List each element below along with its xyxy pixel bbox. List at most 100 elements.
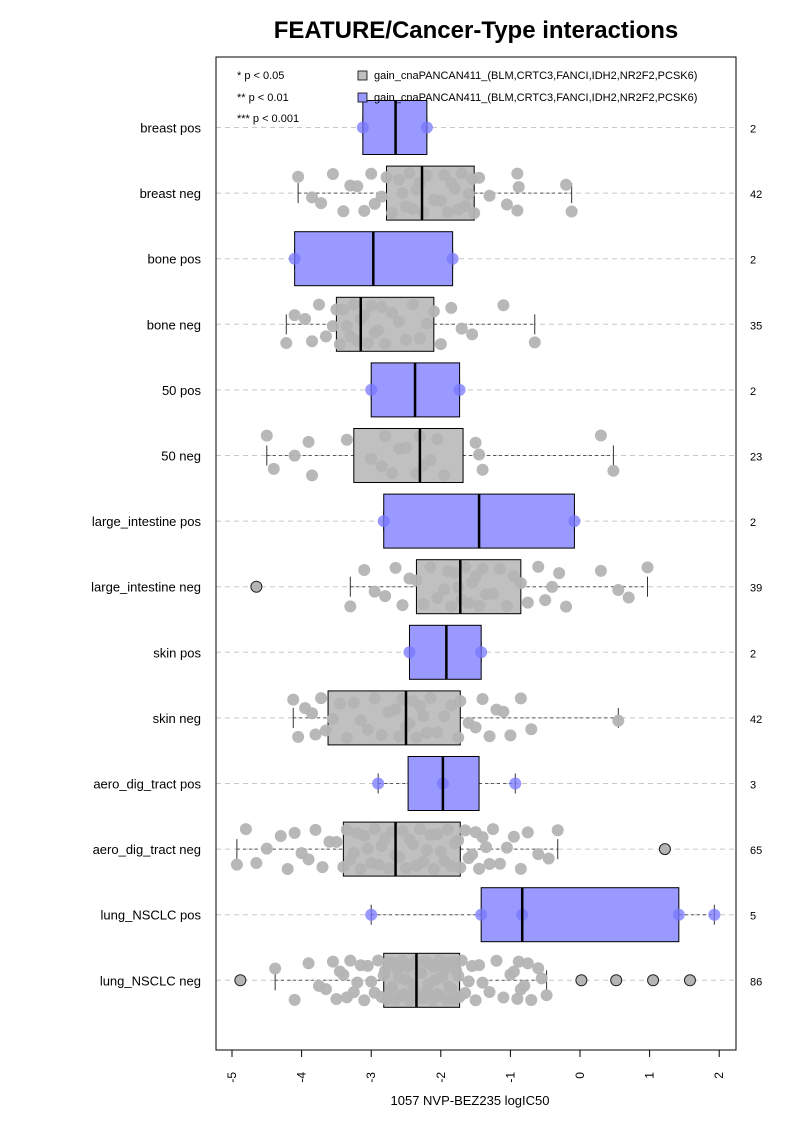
data-point xyxy=(315,692,328,705)
data-point xyxy=(375,190,388,203)
data-point xyxy=(306,707,319,720)
group-count: 35 xyxy=(750,320,762,332)
data-point xyxy=(356,121,369,134)
data-point xyxy=(396,824,409,837)
data-point xyxy=(487,587,499,600)
data-point xyxy=(518,979,531,992)
data-point xyxy=(340,823,353,836)
data-point xyxy=(459,560,472,573)
data-point xyxy=(337,968,350,981)
group-label: skin neg xyxy=(153,711,201,726)
sig-legend-3: *** p < 0.001 xyxy=(237,113,299,125)
data-point xyxy=(453,383,466,396)
data-point xyxy=(483,189,496,202)
data-point xyxy=(333,338,346,351)
data-point xyxy=(287,693,300,706)
data-point xyxy=(511,992,524,1005)
group-label: breast pos xyxy=(140,121,201,136)
data-point xyxy=(375,300,388,313)
data-point xyxy=(372,324,385,337)
data-point xyxy=(483,985,496,998)
data-point xyxy=(487,823,499,836)
data-point xyxy=(267,462,280,475)
data-point xyxy=(475,646,488,659)
data-point xyxy=(389,703,402,716)
data-point xyxy=(403,646,416,659)
data-point xyxy=(560,178,573,191)
data-point xyxy=(288,309,301,322)
data-point xyxy=(347,986,360,999)
data-point xyxy=(393,173,406,186)
data-point xyxy=(445,301,458,314)
x-axis-label: 1057 NVP-BEZ235 logIC50 xyxy=(391,1093,550,1108)
x-tick-label: 0 xyxy=(573,1072,587,1079)
data-point xyxy=(340,433,353,446)
group-count: 23 xyxy=(750,452,762,464)
data-point xyxy=(446,252,459,265)
data-point xyxy=(514,577,527,590)
data-point xyxy=(302,853,315,866)
data-point xyxy=(500,841,513,854)
data-point xyxy=(521,826,534,839)
data-point xyxy=(476,562,489,575)
data-point xyxy=(427,305,440,318)
data-point xyxy=(365,167,378,180)
data-point xyxy=(424,561,437,574)
group-count: 65 xyxy=(750,845,762,857)
data-point xyxy=(469,570,482,583)
data-point xyxy=(377,515,390,528)
x-tick-label: -1 xyxy=(503,1072,517,1083)
group-labels: breast pos breast neg bone pos bone neg 50 p… xyxy=(91,121,201,989)
data-point xyxy=(389,561,402,574)
x-tick-label: -2 xyxy=(434,1072,448,1083)
data-point xyxy=(475,908,488,921)
data-point xyxy=(326,320,339,333)
data-point xyxy=(480,841,493,854)
sig-legend-2: ** p < 0.01 xyxy=(237,92,289,104)
data-point xyxy=(274,829,287,842)
data-point xyxy=(462,975,475,988)
group-count: 2 xyxy=(750,386,756,398)
data-point xyxy=(288,449,301,462)
data-point xyxy=(493,857,506,870)
data-point xyxy=(507,830,520,843)
group-count: 86 xyxy=(750,976,762,988)
data-point xyxy=(469,436,482,449)
group-label: skin pos xyxy=(153,645,201,660)
data-point xyxy=(512,955,525,968)
data-point xyxy=(400,862,412,875)
data-point xyxy=(280,337,293,350)
group-count: 42 xyxy=(750,714,762,726)
group-count: 2 xyxy=(750,648,756,660)
data-point xyxy=(424,453,437,466)
data-point xyxy=(438,583,451,596)
data-point xyxy=(292,730,305,743)
data-point xyxy=(358,994,371,1007)
data-point xyxy=(431,592,444,605)
data-point xyxy=(672,908,685,921)
data-point xyxy=(551,824,564,837)
data-point xyxy=(230,858,243,871)
data-point xyxy=(431,726,444,739)
data-point xyxy=(511,167,524,180)
data-point xyxy=(319,330,332,343)
group-label: lung_NSCLC pos xyxy=(101,908,202,923)
data-point xyxy=(641,561,654,574)
data-point xyxy=(473,171,486,184)
data-point xyxy=(607,464,620,477)
legend-label-pos: gain_cnaPANCAN411_(BLM,CRTC3,FANCI,IDH2,… xyxy=(374,92,697,104)
data-point xyxy=(386,306,399,319)
data-point xyxy=(434,338,447,351)
data-point xyxy=(326,168,339,181)
data-point xyxy=(406,838,419,851)
data-point xyxy=(452,731,465,744)
data-point xyxy=(330,835,343,848)
data-point xyxy=(358,204,371,217)
data-point xyxy=(347,298,360,311)
data-point xyxy=(594,564,607,577)
data-point xyxy=(497,705,510,718)
outlier-point xyxy=(683,974,696,987)
data-point xyxy=(514,862,527,875)
data-point xyxy=(365,975,378,988)
data-point xyxy=(347,696,360,709)
